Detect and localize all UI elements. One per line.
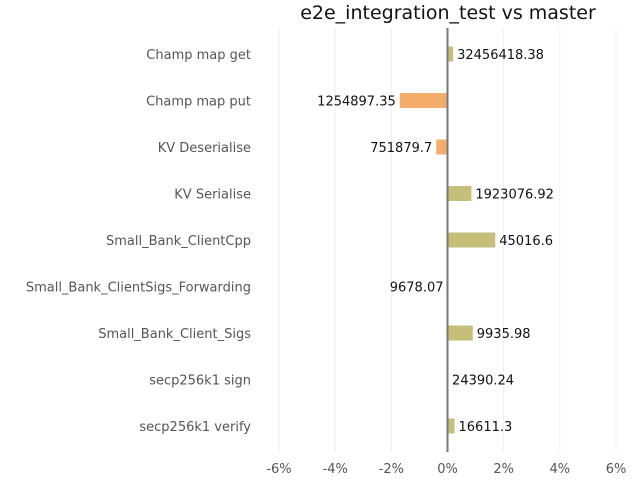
category-label: Champ map get (146, 48, 251, 63)
category-label: secp256k1 sign (149, 374, 251, 389)
category-label: secp256k1 verify (139, 420, 251, 435)
x-tick-label: 0% (437, 462, 458, 477)
category-label: KV Deserialise (158, 141, 251, 156)
x-tick-label: -6% (266, 462, 291, 477)
data-label: 45016.6 (499, 234, 553, 249)
x-tick-labels: -6% -4% -2% 0% 2% 4% 6% (266, 462, 626, 477)
x-tick-label: -4% (323, 462, 348, 477)
category-label: Small_Bank_ClientSigs_Forwarding (26, 281, 251, 296)
bar (447, 418, 455, 434)
bar (436, 139, 448, 155)
data-label: 1254897.35 (317, 95, 396, 110)
data-label: 24390.24 (452, 374, 514, 389)
category-label: Small_Bank_ClientCpp (106, 234, 251, 249)
data-label: 1923076.92 (475, 188, 554, 203)
category-labels: Champ map get Champ map put KV Deserialise… (26, 48, 251, 435)
gridlines (278, 28, 617, 452)
x-tick-label: 2% (493, 462, 514, 477)
bar (447, 186, 472, 201)
data-label: 16611.3 (459, 420, 513, 435)
category-label: Champ map put (146, 95, 251, 110)
x-tick-label: -2% (379, 462, 404, 477)
bars (399, 46, 496, 434)
bar (447, 232, 496, 248)
data-labels: 32456418.38 1254897.35 751879.7 1923076.92 4… (317, 48, 554, 435)
data-label: 32456418.38 (457, 48, 544, 63)
x-tick-label: 6% (606, 462, 627, 477)
bar (447, 46, 454, 62)
category-label: Small_Bank_Client_Sigs (98, 327, 251, 342)
x-tick-label: 4% (550, 462, 571, 477)
data-label: 9935.98 (477, 327, 531, 342)
bar (399, 93, 448, 108)
bar (447, 325, 473, 341)
category-label: KV Serialise (174, 188, 251, 203)
data-label: 9678.07 (390, 281, 444, 296)
chart-title: e2e_integration_test vs master (300, 2, 596, 24)
data-label: 751879.7 (370, 141, 432, 156)
